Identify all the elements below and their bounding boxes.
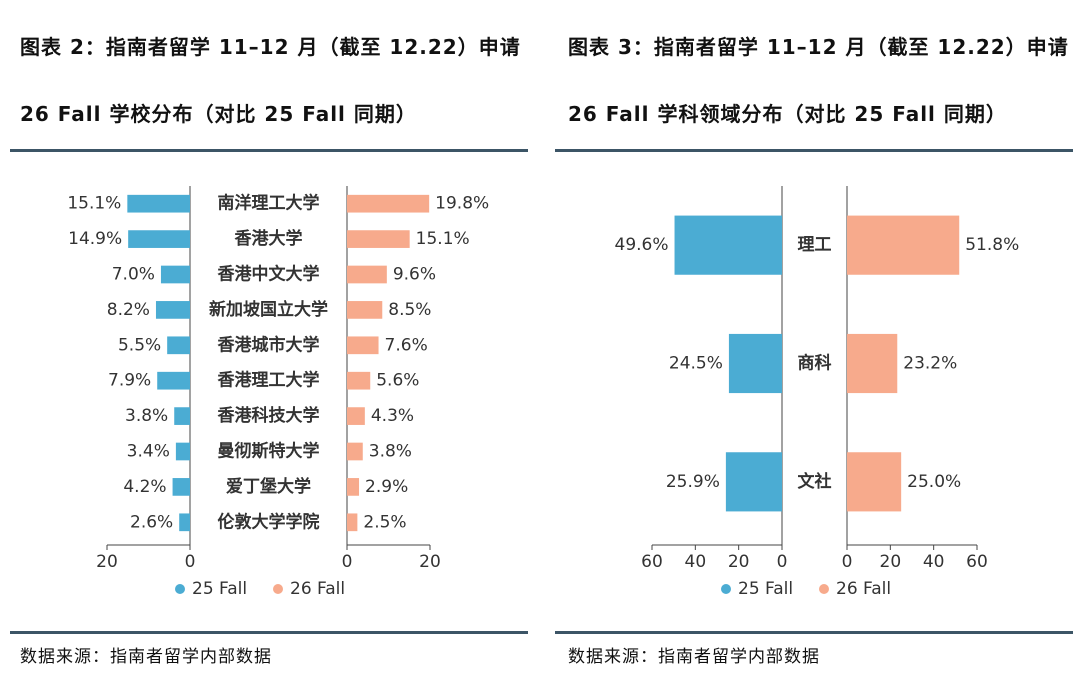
bar: [347, 371, 371, 390]
value-label: 25.9%: [666, 472, 720, 492]
bar: [175, 442, 190, 461]
bar: [847, 452, 902, 512]
rule: [555, 631, 1073, 634]
bar: [847, 333, 898, 394]
value-label: 15.1%: [67, 194, 121, 214]
legend-label: 25 Fall: [192, 579, 247, 599]
value-label: 4.2%: [123, 477, 166, 497]
value-label: 7.6%: [385, 335, 428, 355]
value-label: 5.5%: [118, 335, 161, 355]
legend-marker: [819, 584, 829, 594]
source: 数据来源：指南者留学内部数据: [20, 647, 272, 667]
bar: [347, 407, 365, 425]
value-label: 24.5%: [669, 354, 723, 374]
value-label: 2.6%: [130, 512, 173, 532]
x-tick-label: 0: [342, 552, 353, 572]
bar: [157, 371, 190, 390]
legend-marker: [721, 584, 731, 594]
value-label: 3.8%: [369, 442, 412, 462]
value-label: 3.8%: [125, 406, 168, 426]
category-label: 香港中文大学: [218, 264, 320, 285]
bar: [847, 215, 960, 275]
bar: [347, 513, 358, 532]
value-label: 4.3%: [371, 406, 414, 426]
x-tick-label: 0: [185, 552, 196, 572]
x-tick-label: 0: [842, 552, 853, 572]
bar: [347, 230, 410, 248]
bar: [174, 407, 190, 425]
chart-title: 图表 3：指南者留学 11–12 月（截至 12.22）申请 26 Fall 学…: [568, 35, 1069, 126]
bar: [179, 513, 190, 532]
value-label: 2.9%: [365, 477, 408, 497]
rule: [10, 149, 528, 152]
category-label: 文社: [798, 471, 832, 492]
x-tick-label: 60: [966, 552, 988, 572]
x-tick-label: 40: [923, 552, 945, 572]
x-tick-label: 60: [641, 552, 663, 572]
value-label: 49.6%: [615, 235, 669, 255]
bar: [167, 336, 190, 355]
x-tick-label: 20: [419, 552, 441, 572]
bar: [674, 215, 782, 275]
bar: [347, 336, 379, 355]
bar: [127, 194, 190, 213]
value-label: 9.6%: [393, 265, 436, 285]
value-label: 15.1%: [416, 229, 470, 249]
bar: [728, 333, 782, 394]
source: 数据来源：指南者留学内部数据: [568, 647, 820, 667]
rule: [10, 631, 528, 634]
x-tick-label: 20: [728, 552, 750, 572]
category-label: 香港城市大学: [218, 334, 320, 355]
legend-label: 26 Fall: [836, 579, 891, 599]
category-label: 香港大学: [235, 228, 303, 249]
value-label: 14.9%: [68, 229, 122, 249]
category-label: 曼彻斯特大学: [218, 441, 320, 462]
bar: [128, 230, 190, 248]
legend-label: 26 Fall: [290, 579, 345, 599]
legend-marker: [273, 584, 283, 594]
bar: [725, 452, 782, 512]
value-label: 5.6%: [376, 371, 419, 391]
category-label: 南洋理工大学: [218, 193, 320, 214]
bar: [347, 194, 430, 213]
category-label: 商科: [798, 353, 832, 374]
x-tick-label: 0: [777, 552, 788, 572]
bar: [347, 442, 363, 461]
category-label: 香港科技大学: [218, 405, 320, 426]
value-label: 51.8%: [965, 235, 1019, 255]
value-label: 2.5%: [363, 512, 406, 532]
bar: [172, 478, 190, 496]
value-label: 3.4%: [127, 442, 170, 462]
bar: [155, 301, 190, 319]
bar: [160, 265, 190, 284]
bar: [347, 265, 387, 284]
legend-label: 25 Fall: [738, 579, 793, 599]
chart-title: 图表 2：指南者留学 11–12 月（截至 12.22）申请 26 Fall 学…: [20, 35, 521, 126]
category-label: 新加坡国立大学: [209, 299, 328, 320]
value-label: 23.2%: [903, 354, 957, 374]
category-label: 理工: [798, 235, 832, 255]
category-label: 爱丁堡大学: [226, 476, 311, 497]
legend-marker: [175, 584, 185, 594]
category-label: 香港理工大学: [218, 370, 320, 391]
value-label: 8.2%: [107, 300, 150, 320]
rule: [555, 149, 1073, 152]
value-label: 19.8%: [435, 194, 489, 214]
x-tick-label: 40: [685, 552, 707, 572]
x-tick-label: 20: [880, 552, 902, 572]
category-label: 伦敦大学学院: [218, 511, 320, 532]
value-label: 8.5%: [388, 300, 431, 320]
value-label: 7.0%: [112, 265, 155, 285]
x-tick-label: 20: [96, 552, 118, 572]
bar: [347, 478, 360, 496]
value-label: 25.0%: [907, 472, 961, 492]
bar: [347, 301, 383, 319]
value-label: 7.9%: [108, 371, 151, 391]
